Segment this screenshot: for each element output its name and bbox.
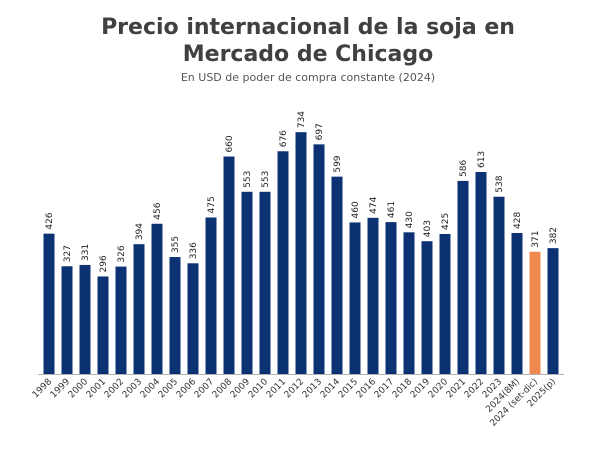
bar-2016 [367, 217, 379, 374]
value-label-2011: 676 [279, 130, 289, 147]
value-label-2025(p): 382 [549, 227, 559, 244]
value-label-1998: 426 [45, 212, 55, 229]
value-label-2001: 296 [99, 255, 109, 272]
value-label-2010: 553 [261, 171, 271, 188]
value-label-2024 (set-dic): 371 [531, 231, 541, 248]
tick-label-1998: 1998 [31, 377, 54, 400]
tick-label-2000: 2000 [67, 377, 90, 400]
bar-2017 [385, 222, 397, 374]
tick-label-2010: 2010 [247, 377, 270, 400]
bar-2023 [493, 196, 505, 374]
bar-2004 [151, 223, 163, 374]
tick-label-1999: 1999 [49, 377, 72, 400]
value-label-2002: 326 [117, 245, 127, 262]
value-label-2015: 460 [351, 201, 361, 218]
value-label-1999: 327 [63, 245, 73, 262]
bar-2007 [205, 217, 217, 374]
bar-2014 [331, 176, 343, 374]
bar-2003 [133, 244, 145, 374]
value-label-2024(8M): 428 [513, 212, 523, 229]
value-label-2014: 599 [333, 155, 343, 172]
tick-label-2018: 2018 [391, 377, 414, 400]
bar-2012 [295, 132, 307, 374]
value-label-2023: 538 [495, 175, 505, 192]
value-label-2004: 456 [153, 202, 163, 219]
value-label-2013: 697 [315, 123, 325, 140]
value-label-2020: 425 [441, 213, 451, 230]
tick-label-2009: 2009 [229, 377, 252, 400]
bar-2024(8M) [511, 232, 523, 374]
tick-label-2008: 2008 [211, 377, 234, 400]
bar-2020 [439, 233, 451, 374]
chart-subtitle: En USD de poder de compra constante (202… [180, 71, 436, 84]
tick-label-2013: 2013 [301, 377, 324, 400]
bar-2019 [421, 241, 433, 374]
bar-2021 [457, 180, 469, 374]
tick-label-2006: 2006 [175, 377, 198, 400]
value-label-2009: 553 [243, 171, 253, 188]
bar-2001 [97, 276, 109, 374]
bar-2008 [223, 156, 235, 374]
value-label-2018: 430 [405, 211, 415, 228]
value-label-2012: 734 [297, 111, 307, 128]
tick-label-2001: 2001 [85, 377, 108, 400]
value-label-2017: 461 [387, 201, 397, 218]
bar-2024 (set-dic) [529, 251, 541, 374]
bar-2011 [277, 151, 289, 374]
tick-label-2002: 2002 [103, 377, 126, 400]
tick-label-2022: 2022 [463, 377, 486, 400]
bar-2025(p) [547, 248, 559, 374]
tick-label-2019: 2019 [409, 377, 432, 400]
value-label-2007: 475 [207, 196, 217, 213]
bar-2018 [403, 232, 415, 374]
tick-label-2014: 2014 [319, 377, 342, 400]
tick-label-2020: 2020 [427, 377, 450, 400]
bar-2015 [349, 222, 361, 374]
chart-title-line-1: Precio internacional de la soja en [101, 15, 515, 40]
tick-label-2004: 2004 [139, 377, 162, 400]
value-label-2022: 613 [477, 151, 487, 168]
value-label-2005: 355 [171, 236, 181, 253]
tick-label-2007: 2007 [193, 377, 216, 400]
tick-label-2021: 2021 [445, 377, 468, 400]
value-label-2003: 394 [135, 223, 145, 240]
bar-1998 [43, 233, 55, 374]
bar-2010 [259, 191, 271, 374]
tick-label-2017: 2017 [373, 377, 396, 400]
value-label-2016: 474 [369, 196, 379, 213]
bar-2000 [79, 264, 91, 374]
bar-2022 [475, 172, 487, 374]
tick-label-2011: 2011 [265, 377, 288, 400]
value-label-2019: 403 [423, 220, 433, 237]
bar-2006 [187, 263, 199, 374]
tick-label-2003: 2003 [121, 377, 144, 400]
bar-2002 [115, 266, 127, 374]
bar-2009 [241, 191, 253, 374]
value-label-2000: 331 [81, 244, 91, 261]
tick-label-2005: 2005 [157, 377, 180, 400]
value-label-2021: 586 [459, 159, 469, 176]
value-label-2006: 336 [189, 242, 199, 259]
bar-1999 [61, 266, 73, 374]
bar-2005 [169, 257, 181, 374]
chart-title-line-2: Mercado de Chicago [182, 42, 434, 67]
tick-label-2015: 2015 [337, 377, 360, 400]
tick-label-2016: 2016 [355, 377, 378, 400]
bar-2013 [313, 144, 325, 374]
tick-label-2012: 2012 [283, 377, 306, 400]
value-label-2008: 660 [225, 135, 235, 152]
